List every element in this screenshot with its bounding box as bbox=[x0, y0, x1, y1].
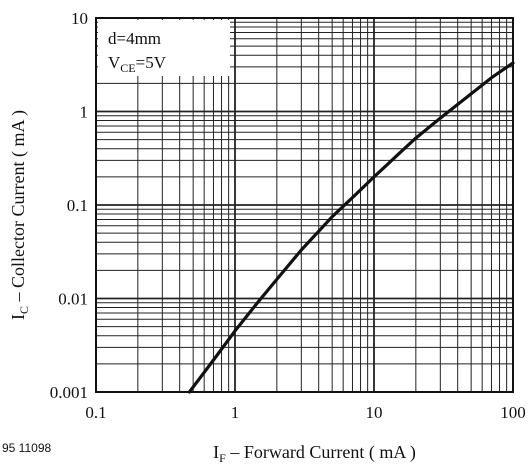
plot-frame bbox=[95, 17, 514, 393]
x-tick-label: 1 bbox=[231, 403, 240, 422]
y-tick-label: 0.001 bbox=[50, 383, 88, 402]
annotation-vce: VCE=5V bbox=[108, 53, 167, 75]
annotation-box bbox=[98, 20, 230, 76]
annotation-distance: d=4mm bbox=[108, 29, 161, 48]
y-tick-label: 0.01 bbox=[58, 290, 88, 309]
y-axis-title: IC – Collector Current ( mA ) bbox=[8, 110, 31, 320]
y-tick-label: 1 bbox=[80, 103, 89, 122]
x-tick-label: 0.1 bbox=[85, 403, 106, 422]
figure-id: 95 11098 bbox=[2, 441, 51, 455]
y-tick-label: 0.1 bbox=[67, 196, 88, 215]
x-tick-label: 10 bbox=[366, 403, 383, 422]
x-axis-title: IF – Forward Current ( mA ) bbox=[213, 442, 416, 465]
tick-labels: 0.1 1 10 100 0.001 0.01 0.1 1 10 bbox=[50, 9, 526, 422]
series-line bbox=[187, 61, 515, 394]
x-tick-label: 100 bbox=[500, 403, 526, 422]
y-tick-label: 10 bbox=[71, 9, 88, 28]
